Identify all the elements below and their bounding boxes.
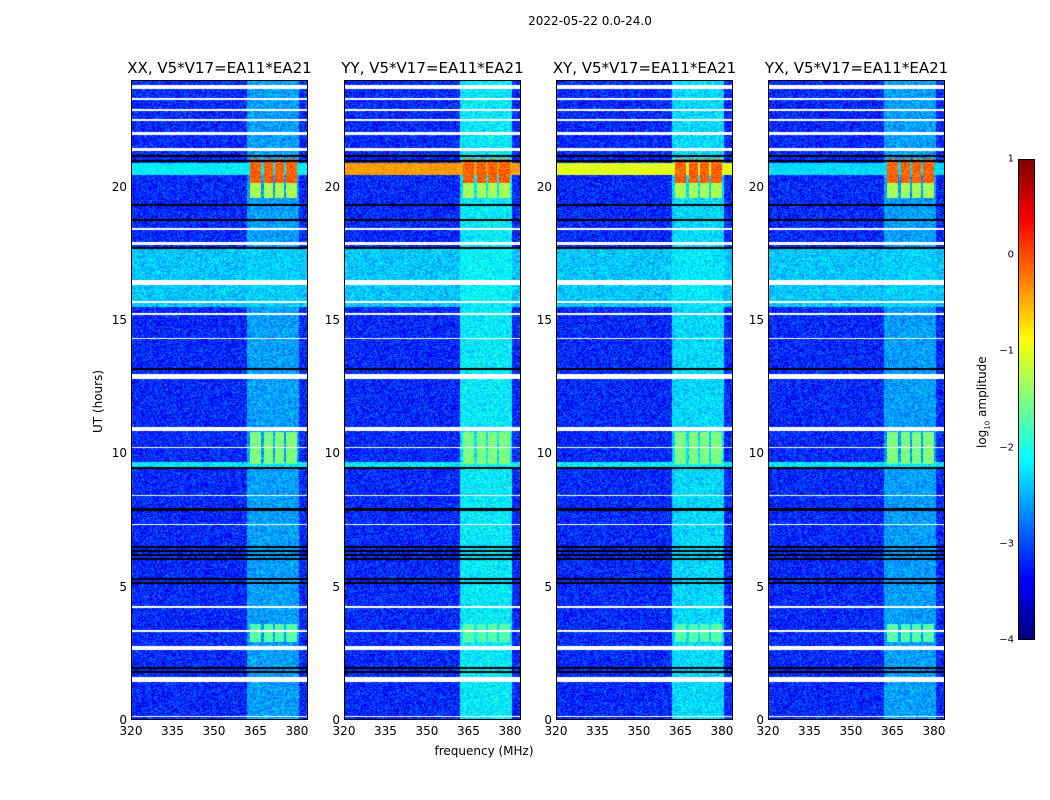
y-axis-label: UT (hours)	[91, 369, 105, 433]
x-tick-label: 350	[839, 724, 863, 738]
y-tick-label: 15	[536, 313, 552, 327]
y-tick-label: 10	[324, 446, 340, 461]
colorbar-label-sub: 10	[983, 420, 992, 430]
y-tick-label: 0	[756, 713, 764, 727]
colorbar-gradient	[1019, 160, 1034, 639]
spectrogram-heatmap	[769, 81, 944, 719]
colorbar-tick-label: −2	[999, 442, 1014, 454]
panel-title: XY, V5*V17=EA11*EA21	[552, 59, 737, 77]
x-axis-label: frequency (MHz)	[434, 744, 534, 758]
colorbar-label-log: log	[975, 429, 989, 448]
y-tick-label: 0	[332, 713, 340, 727]
x-tick-label: 380	[285, 724, 309, 738]
y-tick-label: 5	[332, 579, 340, 594]
y-tick-label: 0	[544, 713, 552, 727]
x-tick-label: 335	[374, 724, 397, 738]
x-tick-label: 365	[881, 724, 904, 738]
y-tick-label: 5	[544, 579, 552, 594]
spectrogram-heatmap	[132, 81, 307, 719]
y-tick-label: 10	[536, 446, 552, 461]
x-tick-label: 365	[669, 724, 692, 738]
colorbar-tick-label: −3	[999, 538, 1014, 550]
y-tick-label: 20	[748, 179, 764, 194]
y-tick-label: 15	[111, 313, 127, 327]
spectrogram-panel	[344, 80, 521, 720]
x-tick-label: 350	[415, 724, 439, 738]
colorbar	[1018, 159, 1035, 640]
x-tick-label: 380	[498, 724, 522, 738]
y-tick-label: 5	[756, 579, 764, 594]
x-tick-label: 320	[756, 724, 780, 738]
x-tick-label: 365	[244, 724, 267, 738]
y-tick-label: 5	[119, 579, 127, 594]
y-tick-label: 20	[324, 179, 340, 194]
colorbar-label-suffix: amplitude	[975, 356, 989, 421]
spectrogram-heatmap	[557, 81, 732, 719]
y-tick-label: 20	[111, 179, 127, 194]
x-tick-label: 320	[119, 724, 143, 738]
spectrogram-panel	[131, 80, 308, 720]
x-tick-label: 365	[457, 724, 480, 738]
spectrogram-panel	[768, 80, 945, 720]
spectrogram-heatmap	[345, 81, 520, 719]
y-tick-label: 20	[536, 179, 552, 194]
x-tick-label: 380	[922, 724, 946, 738]
colorbar-label: log10 amplitude	[975, 356, 991, 448]
panel-title: YX, V5*V17=EA11*EA21	[764, 59, 949, 77]
x-tick-label: 350	[627, 724, 651, 738]
x-tick-label: 335	[161, 724, 184, 738]
y-tick-label: 10	[111, 446, 127, 461]
x-tick-label: 320	[332, 724, 356, 738]
x-tick-label: 350	[202, 724, 226, 738]
x-tick-label: 335	[798, 724, 821, 738]
colorbar-tick-label: −1	[999, 345, 1014, 357]
y-tick-label: 0	[119, 713, 127, 727]
y-tick-label: 10	[748, 446, 764, 461]
y-tick-label: 15	[748, 313, 764, 327]
panel-title: XX, V5*V17=EA11*EA21	[127, 59, 312, 77]
panel-title: YY, V5*V17=EA11*EA21	[341, 59, 524, 77]
x-tick-label: 320	[544, 724, 568, 738]
colorbar-tick-label: 1	[1007, 153, 1014, 165]
x-tick-label: 335	[586, 724, 609, 738]
figure-title: 2022-05-22 0.0-24.0	[528, 14, 652, 28]
colorbar-tick-label: −4	[999, 634, 1014, 646]
spectrogram-panel	[556, 80, 733, 720]
x-tick-label: 380	[710, 724, 734, 738]
colorbar-tick-label: 0	[1007, 249, 1014, 261]
y-tick-label: 15	[324, 313, 340, 327]
